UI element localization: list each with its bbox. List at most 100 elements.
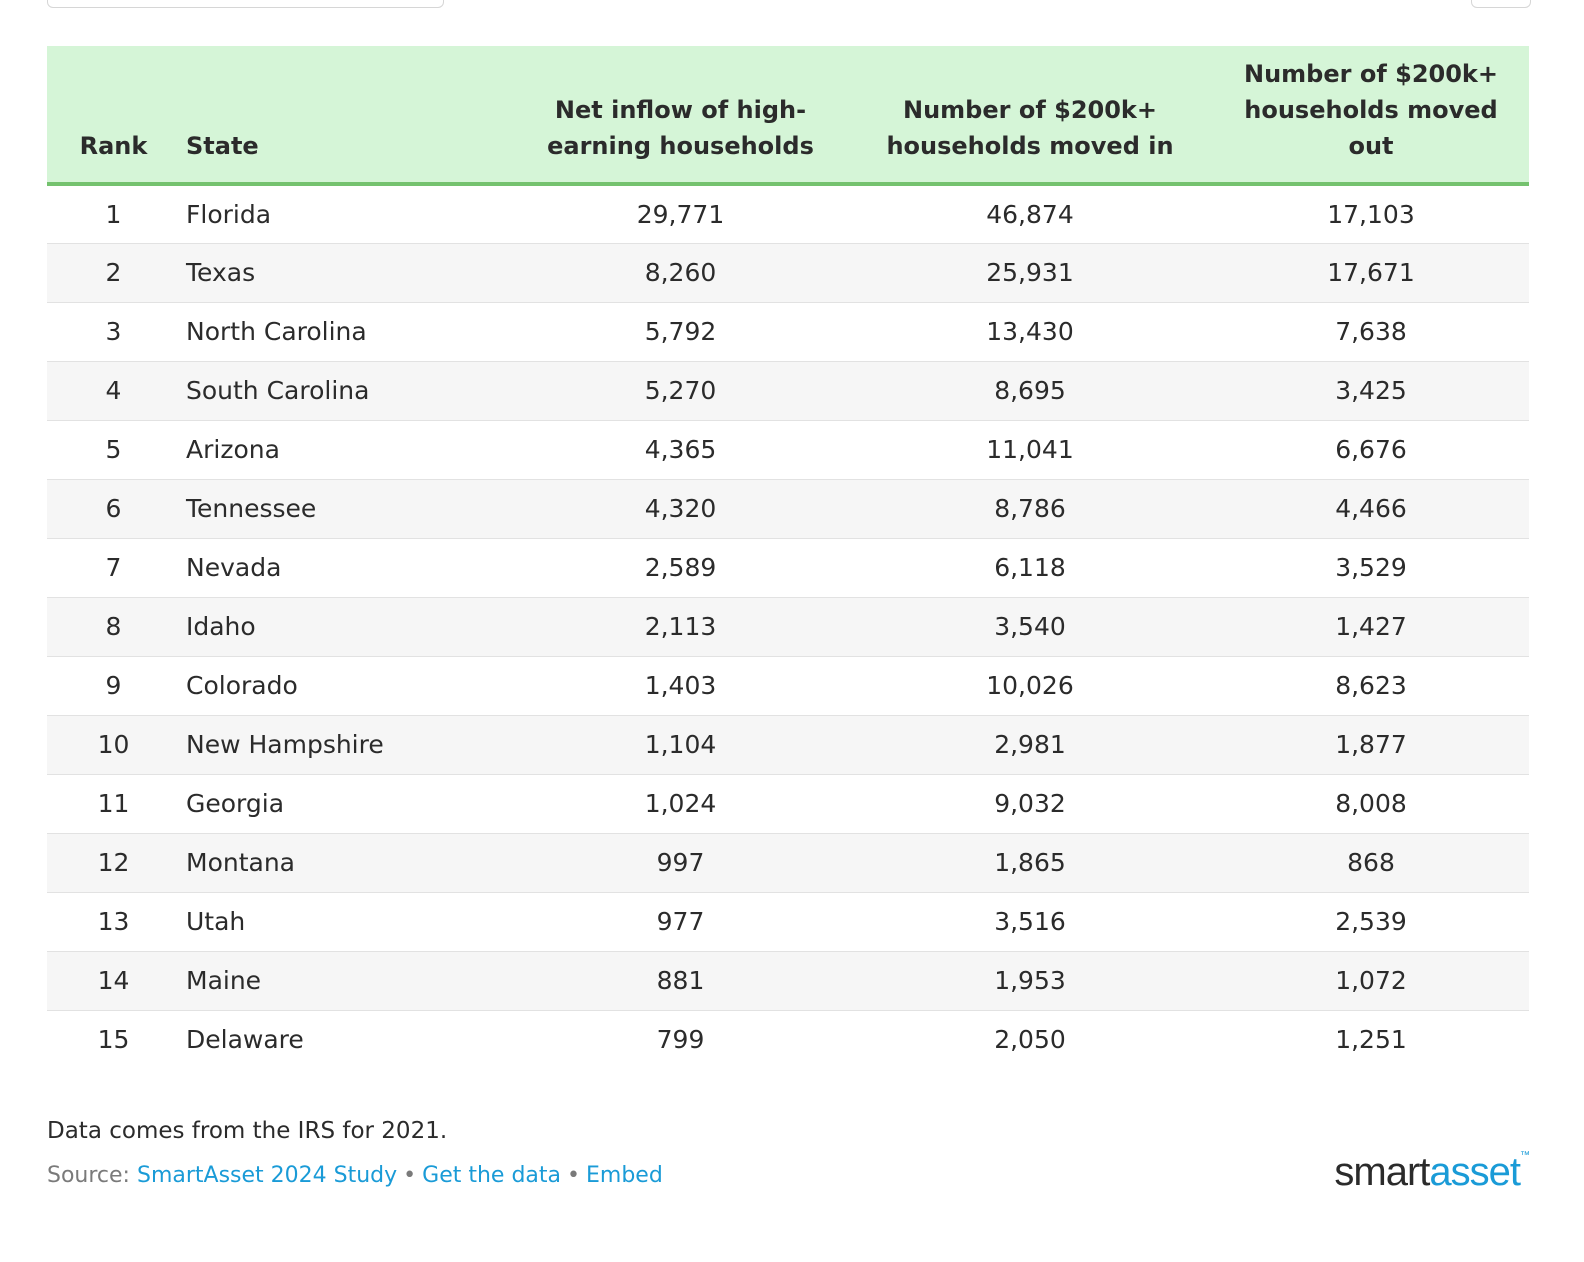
cell-state: Tennessee [180,479,514,539]
separator-dot: • [403,1163,417,1188]
logo-text-asset: asset [1429,1150,1521,1194]
cell-net-inflow: 799 [656,1025,705,1055]
column-header-net-inflow[interactable]: Net inflow of high-earning households [514,46,847,186]
cell-moved-in: 10,026 [847,656,1213,716]
column-header-state[interactable]: State [180,46,514,186]
cell-moved-in: 13,430 [847,302,1213,362]
column-header-rank[interactable]: Rank [47,46,180,186]
cell-moved-out: 7,638 [1213,302,1529,362]
logo-text-smart: smart [1334,1150,1430,1194]
logo-trademark: ™ [1520,1150,1530,1161]
cell-net-inflow: 5,270 [514,361,847,421]
cell-moved-in: 8,695 [847,361,1213,421]
cell-moved-in: 3,540 [847,597,1213,657]
cell-moved-in: 11,041 [847,420,1213,480]
smartasset-logo[interactable]: smartasset™ [1334,1150,1530,1195]
cell-net-inflow: 2,589 [514,538,847,598]
cell-moved-out: 868 [1213,833,1529,893]
cell-state: Nevada [180,538,514,598]
source-label: Source: [47,1163,130,1188]
table-body: 1 Florida 29,771 46,874 17,103 2 Texas 8,260 25,… [47,184,1529,1069]
cell-moved-in: 2,050 [994,1025,1066,1055]
cell-rank: 11 [47,774,180,834]
column-header-moved-in[interactable]: Number of $200k+ households moved in [847,46,1213,186]
separator-dot: • [567,1163,580,1188]
table-row: 2 Texas 8,260 25,931 17,671 [47,243,1529,303]
top-right-button[interactable] [1471,0,1531,8]
cell-moved-out: 2,539 [1213,892,1529,952]
cell-state: New Hampshire [180,715,514,775]
cell-moved-out: 3,529 [1213,538,1529,598]
cell-rank: 4 [47,361,180,421]
cell-moved-in: 3,516 [847,892,1213,952]
cell-moved-in: 6,118 [847,538,1213,598]
cell-moved-out: 8,623 [1213,656,1529,716]
get-the-data-link[interactable]: Get the data [422,1163,562,1188]
cell-moved-in: 8,786 [847,479,1213,539]
table-row: 13 Utah 977 3,516 2,539 [47,892,1529,952]
source-study-link[interactable]: SmartAsset 2024 Study [136,1163,398,1188]
cell-state: Montana [180,833,514,893]
cell-net-inflow: 977 [514,892,847,952]
column-header-moved-out[interactable]: Number of $200k+ households moved out [1213,46,1529,186]
cell-net-inflow: 1,403 [514,656,847,716]
table-row: 4 South Carolina 5,270 8,695 3,425 [47,361,1529,421]
cell-moved-out: 1,251 [1335,1025,1407,1055]
cell-rank: 2 [47,243,180,303]
cell-net-inflow: 997 [514,833,847,893]
cell-net-inflow: 5,792 [514,302,847,362]
cell-state: Texas [180,243,514,303]
embed-link[interactable]: Embed [586,1163,663,1188]
cell-state: Delaware [186,1025,304,1055]
cell-net-inflow: 1,104 [514,715,847,775]
cell-rank: 7 [47,538,180,598]
cell-moved-in: 46,874 [847,184,1213,244]
cell-moved-out: 1,877 [1213,715,1529,775]
cell-moved-out: 1,427 [1213,597,1529,657]
cell-rank: 3 [47,302,180,362]
cell-moved-out: 6,676 [1213,420,1529,480]
table-row: 15 Delaware 799 2,050 1,251 [47,1010,1529,1069]
cell-state: Florida [180,184,514,244]
table-row: 9 Colorado 1,403 10,026 8,623 [47,656,1529,716]
table-row: 14 Maine 881 1,953 1,072 [47,951,1529,1011]
cell-state: Georgia [180,774,514,834]
cell-state: Arizona [180,420,514,480]
cell-state: South Carolina [180,361,514,421]
top-input-field[interactable] [47,0,444,8]
table-row: 1 Florida 29,771 46,874 17,103 [47,184,1529,244]
data-table: Rank State Net inflow of high-earning ho… [47,46,1529,1069]
source-line: Source: SmartAsset 2024 Study • Get the da… [47,1163,663,1188]
cell-moved-in: 2,981 [847,715,1213,775]
cell-moved-in: 1,865 [847,833,1213,893]
cell-net-inflow: 1,024 [514,774,847,834]
cell-state: Colorado [180,656,514,716]
cell-rank: 5 [47,420,180,480]
cell-state: North Carolina [180,302,514,362]
data-note: Data comes from the IRS for 2021. [47,1118,448,1144]
cell-net-inflow: 2,113 [514,597,847,657]
cell-rank: 8 [47,597,180,657]
cell-rank: 1 [47,184,180,244]
cell-net-inflow: 29,771 [514,184,847,244]
cell-state: Idaho [180,597,514,657]
table-row: 10 New Hampshire 1,104 2,981 1,877 [47,715,1529,775]
cell-moved-in: 9,032 [847,774,1213,834]
cell-net-inflow: 4,365 [514,420,847,480]
table-header-row: Rank State Net inflow of high-earning ho… [47,46,1529,186]
table-row: 7 Nevada 2,589 6,118 3,529 [47,538,1529,598]
cell-rank: 13 [47,892,180,952]
cell-moved-out: 1,072 [1213,951,1529,1011]
cell-moved-out: 4,466 [1213,479,1529,539]
table-row: 11 Georgia 1,024 9,032 8,008 [47,774,1529,834]
cell-state: Utah [180,892,514,952]
cell-moved-out: 8,008 [1213,774,1529,834]
cell-net-inflow: 4,320 [514,479,847,539]
table-row: 8 Idaho 2,113 3,540 1,427 [47,597,1529,657]
table-row: 12 Montana 997 1,865 868 [47,833,1529,893]
cell-moved-out: 3,425 [1213,361,1529,421]
cell-rank: 12 [47,833,180,893]
cell-net-inflow: 881 [514,951,847,1011]
cell-rank: 9 [47,656,180,716]
cell-moved-in: 1,953 [847,951,1213,1011]
